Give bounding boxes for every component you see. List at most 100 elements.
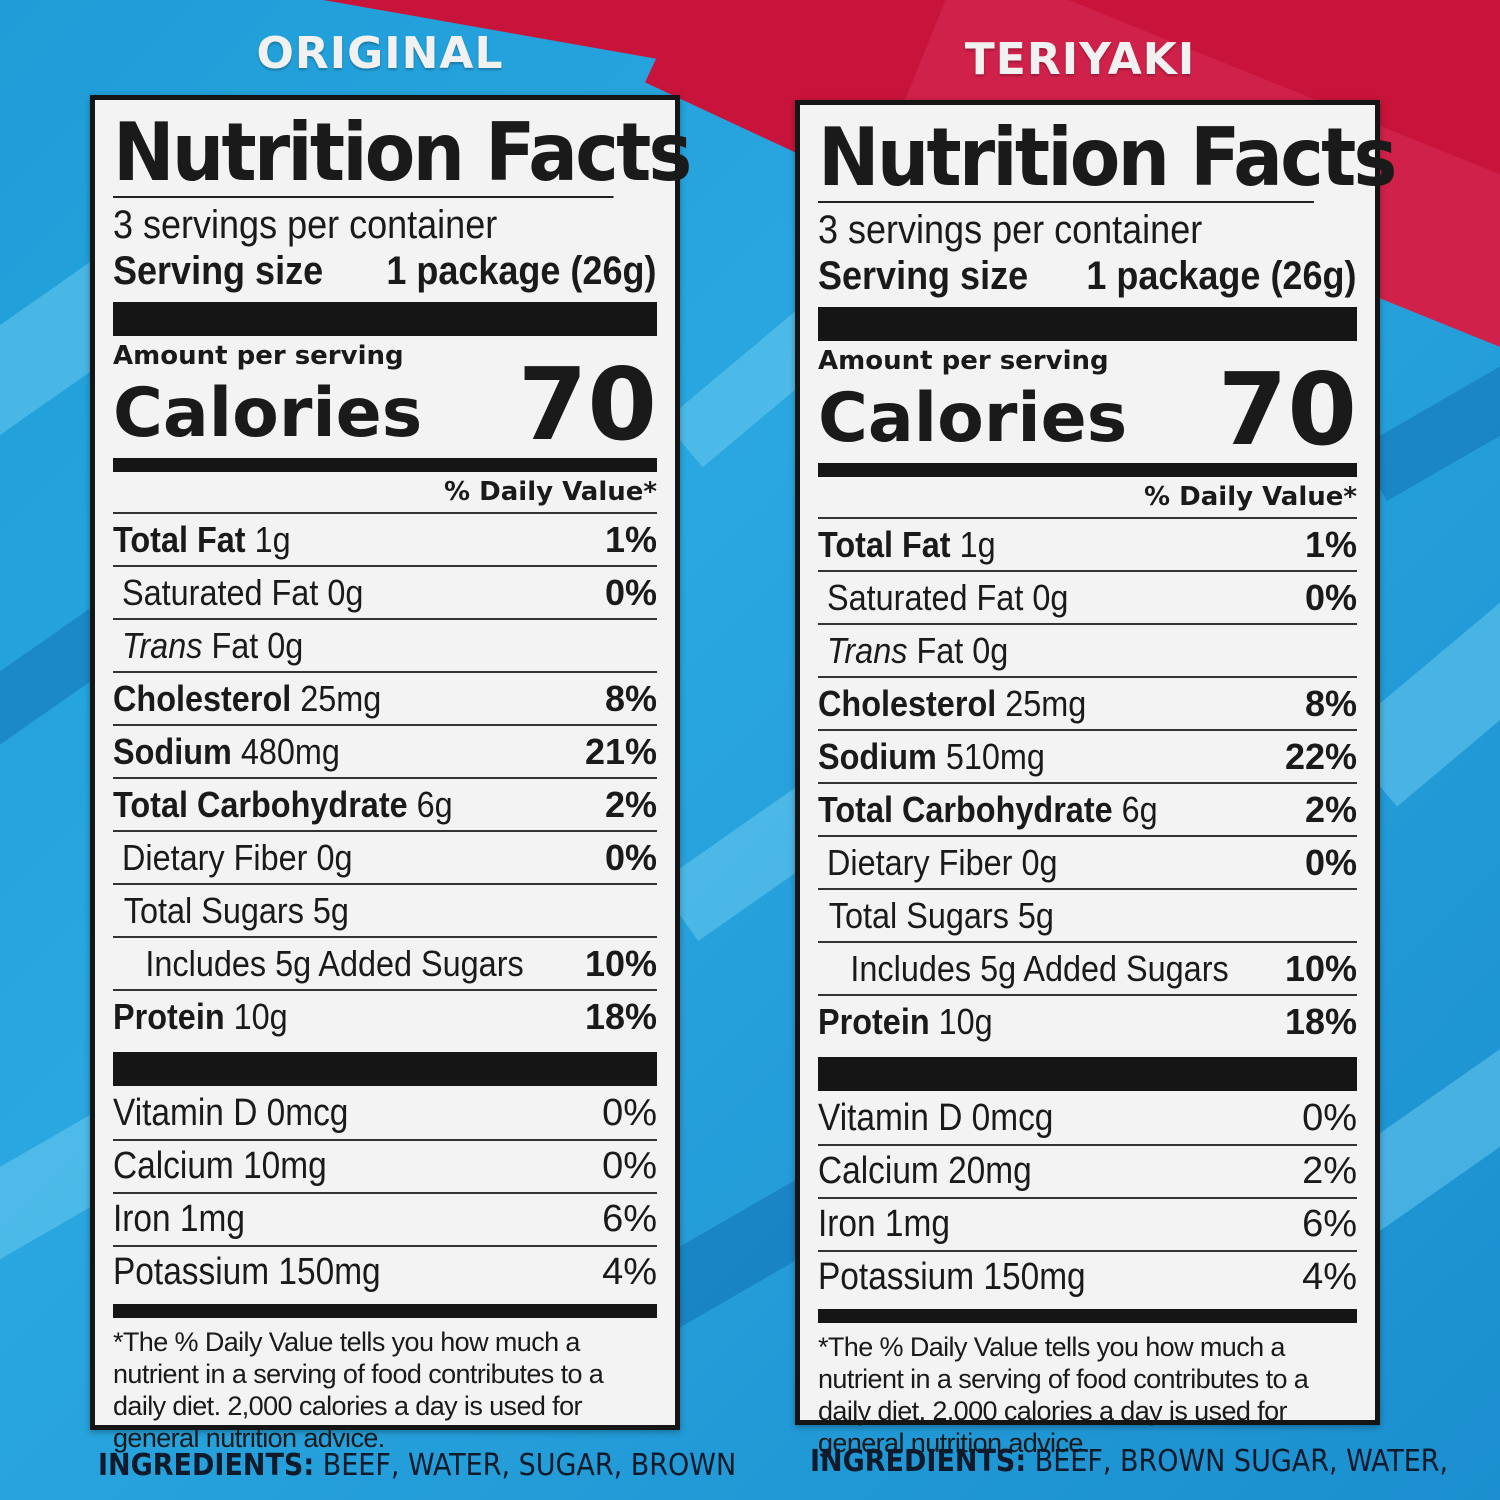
vitamin-dv: 4% bbox=[602, 1251, 657, 1293]
nutrient-name: Sodium bbox=[113, 730, 232, 772]
vitamin-row: Calcium 20mg 2% bbox=[818, 1146, 1357, 1199]
nutrient-row-added-sugars: Includes 5g Added Sugars 10% bbox=[113, 938, 657, 991]
nutrient-row-protein: Protein 10g 18% bbox=[818, 996, 1357, 1047]
calories-row: Calories 70 bbox=[818, 360, 1357, 460]
nutrient-row-total-carbohydrate: Total Carbohydrate 6g 2% bbox=[113, 779, 657, 832]
divider-medium bbox=[818, 463, 1357, 477]
nutrient-name: Protein bbox=[113, 995, 225, 1037]
vitamin-dv: 0% bbox=[602, 1145, 657, 1187]
serving-size-label: Serving size bbox=[113, 249, 324, 293]
vitamin-name: Potassium 150mg bbox=[818, 1256, 1086, 1298]
nutrient-row-total-sugars: Total Sugars 5g bbox=[818, 890, 1357, 943]
ingredients-text: BEEF, WATER, SUGAR, BROWN bbox=[322, 1448, 737, 1483]
nutrient-name: Total Fat bbox=[113, 518, 246, 560]
nutrient-dv: 10% bbox=[584, 942, 657, 984]
servings-per-container: 3 servings per container bbox=[818, 208, 1203, 252]
nutrient-name-suffix: Fat bbox=[211, 624, 259, 666]
serving-size-value: 1 package (26g) bbox=[1086, 254, 1357, 298]
vitamin-name: Potassium 150mg bbox=[113, 1251, 381, 1293]
vitamin-row: Iron 1mg 6% bbox=[818, 1199, 1357, 1252]
nutrient-row-added-sugars: Includes 5g Added Sugars 10% bbox=[818, 943, 1357, 996]
daily-value-footnote: *The % Daily Value tells you how much a … bbox=[113, 1327, 604, 1453]
nutrient-amount: 0g bbox=[327, 571, 364, 613]
ingredients-text: BEEF, BROWN SUGAR, WATER, bbox=[1034, 1444, 1449, 1479]
nutrient-amount: 10g bbox=[233, 995, 288, 1037]
nutrient-amount: 0g bbox=[267, 624, 304, 666]
nutrient-dv: 10% bbox=[1284, 947, 1357, 989]
serving-size-row: Serving size 1 package (26g) bbox=[818, 253, 1356, 299]
nutrient-amount: 6g bbox=[416, 783, 453, 825]
nutrient-dv: 8% bbox=[604, 677, 657, 719]
nutrient-name: Protein bbox=[818, 1000, 930, 1042]
serving-size-row: Serving size 1 package (26g) bbox=[113, 248, 656, 294]
nutrient-dv: 21% bbox=[584, 730, 657, 772]
ingredients-label: INGREDIENTS: bbox=[810, 1444, 1027, 1479]
nutrient-amount: 10g bbox=[938, 1000, 993, 1042]
daily-value-header: % Daily Value* bbox=[113, 472, 657, 514]
daily-value-header: % Daily Value* bbox=[818, 477, 1357, 519]
divider-thick bbox=[818, 307, 1357, 341]
nutrient-dv: 22% bbox=[1284, 735, 1357, 777]
nutrient-amount: 25mg bbox=[1005, 682, 1087, 724]
vitamin-dv: 6% bbox=[1302, 1203, 1357, 1245]
nutrient-row-total-sugars: Total Sugars 5g bbox=[113, 885, 657, 938]
nutrient-name: Total Carbohydrate bbox=[818, 788, 1113, 830]
vitamin-row: Potassium 150mg 4% bbox=[818, 1252, 1357, 1303]
nutrient-row-trans-fat: Trans Fat 0g bbox=[113, 620, 657, 673]
ingredients-original: INGREDIENTS: BEEF, WATER, SUGAR, BROWN bbox=[98, 1448, 736, 1483]
nutrient-amount: 0g bbox=[1021, 841, 1058, 883]
nutrient-dv: 1% bbox=[1304, 523, 1357, 565]
nutrition-facts-title: Nutrition Facts bbox=[818, 111, 1397, 204]
vitamin-name: Iron 1mg bbox=[818, 1203, 950, 1245]
nutrient-row-sodium: Sodium 480mg 21% bbox=[113, 726, 657, 779]
nutrient-dv: 8% bbox=[1304, 682, 1357, 724]
nutrient-name: Sodium bbox=[818, 735, 937, 777]
nutrient-dv: 0% bbox=[1304, 576, 1357, 618]
nutrient-amount: 25mg bbox=[300, 677, 382, 719]
vitamin-name: Calcium 10mg bbox=[113, 1145, 327, 1187]
vitamin-dv: 4% bbox=[1302, 1256, 1357, 1298]
nutrient-name: Total Sugars bbox=[828, 894, 1009, 936]
nutrient-amount: 0g bbox=[316, 836, 353, 878]
nutrient-row-cholesterol: Cholesterol 25mg 8% bbox=[818, 678, 1357, 731]
vitamin-row: Iron 1mg 6% bbox=[113, 1194, 657, 1247]
nutrition-facts-panel-original: Nutrition Facts 3 servings per container… bbox=[90, 95, 692, 1453]
amount-per-serving: Amount per serving bbox=[818, 346, 1109, 376]
vitamin-row: Calcium 10mg 0% bbox=[113, 1141, 657, 1194]
ingredients-label: INGREDIENTS: bbox=[98, 1448, 315, 1483]
nutrient-dv: 18% bbox=[584, 995, 657, 1037]
servings-per-container: 3 servings per container bbox=[113, 203, 498, 247]
nutrient-amount: 0g bbox=[972, 629, 1009, 671]
nutrient-dv: 0% bbox=[1304, 841, 1357, 883]
nutrient-row-dietary-fiber: Dietary Fiber 0g 0% bbox=[113, 832, 657, 885]
nutrient-amount: 1g bbox=[254, 518, 291, 560]
vitamin-name: Calcium 20mg bbox=[818, 1150, 1032, 1192]
flavor-title-original: ORIGINAL bbox=[256, 28, 504, 79]
nutrient-row-saturated-fat: Saturated Fat 0g 0% bbox=[818, 572, 1357, 625]
serving-size-label: Serving size bbox=[818, 254, 1029, 298]
vitamin-row: Vitamin D 0mcg 0% bbox=[113, 1088, 657, 1141]
daily-value-footnote: *The % Daily Value tells you how much a … bbox=[818, 1332, 1309, 1458]
flavor-title-teriyaki: TERIYAKI bbox=[964, 34, 1196, 85]
nutrient-amount: 5g bbox=[312, 889, 349, 931]
nutrient-row-protein: Protein 10g 18% bbox=[113, 991, 657, 1042]
serving-size-value: 1 package (26g) bbox=[386, 249, 657, 293]
nutrient-amount: 5g bbox=[1017, 894, 1054, 936]
divider-thick bbox=[113, 302, 657, 336]
nutrient-name: Cholesterol bbox=[113, 677, 292, 719]
divider-thick bbox=[818, 1057, 1357, 1091]
vitamin-row: Vitamin D 0mcg 0% bbox=[818, 1093, 1357, 1146]
vitamin-dv: 0% bbox=[602, 1092, 657, 1134]
vitamin-dv: 0% bbox=[1302, 1097, 1357, 1139]
nutrient-name: Includes 5g Added Sugars bbox=[850, 947, 1229, 989]
vitamin-dv: 6% bbox=[602, 1198, 657, 1240]
nutrient-row-total-fat: Total Fat 1g 1% bbox=[818, 519, 1357, 572]
vitamin-row: Potassium 150mg 4% bbox=[113, 1247, 657, 1298]
nutrient-dv: 18% bbox=[1284, 1000, 1357, 1042]
nutrient-amount: 0g bbox=[1032, 576, 1069, 618]
vitamin-name: Iron 1mg bbox=[113, 1198, 245, 1240]
nutrient-amount: 510mg bbox=[945, 735, 1045, 777]
nutrient-dv: 1% bbox=[604, 518, 657, 560]
nutrient-name-suffix: Fat bbox=[916, 629, 964, 671]
calories-value: 70 bbox=[1217, 351, 1357, 468]
